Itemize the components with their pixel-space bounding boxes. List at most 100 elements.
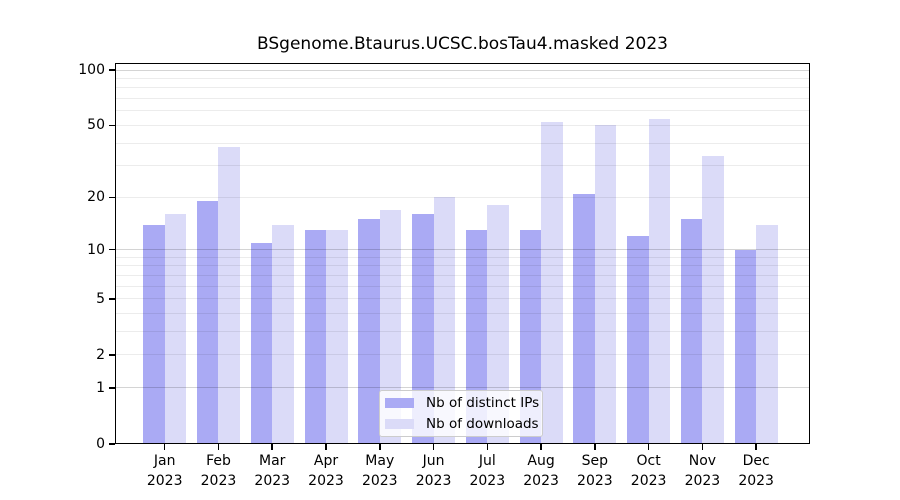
bar-distinct-ips-sep xyxy=(573,193,595,444)
gridline-minor xyxy=(115,110,810,112)
gridline-minor xyxy=(115,124,810,126)
x-tick-year: 2023 xyxy=(523,472,559,489)
x-tick-month: May xyxy=(365,453,395,469)
x-tick-month: Oct xyxy=(636,453,661,469)
x-tick-label-dec: Dec 2023 xyxy=(728,452,784,491)
bar-distinct-ips-oct xyxy=(627,236,649,444)
x-tick xyxy=(163,444,166,450)
y-tick-label: 10 xyxy=(87,241,105,258)
x-tick-year: 2023 xyxy=(415,472,452,489)
x-tick-year: 2023 xyxy=(577,472,613,489)
x-tick-month: Dec xyxy=(742,453,770,469)
gridline-minor xyxy=(115,298,810,300)
gridline-major xyxy=(115,249,810,251)
legend-item-distinct-ips: Nb of distinct IPs xyxy=(385,394,540,413)
x-tick-month: Apr xyxy=(313,453,339,469)
gridline-minor xyxy=(115,77,810,79)
x-tick-label-feb: Feb 2023 xyxy=(190,452,246,491)
gridline-major xyxy=(115,69,810,71)
y-tick-label: 50 xyxy=(87,117,105,134)
x-tick xyxy=(755,444,757,450)
bar-downloads-may xyxy=(379,209,402,444)
x-tick-label-jan: Jan 2023 xyxy=(137,452,193,491)
bar-downloads-sep xyxy=(594,125,617,444)
x-tick-month: Sep xyxy=(581,453,609,469)
gridline-minor xyxy=(115,354,810,356)
gridline-minor xyxy=(115,313,810,315)
x-tick-year: 2023 xyxy=(630,472,667,489)
bar-downloads-aug xyxy=(541,122,563,444)
bar-distinct-ips-jan xyxy=(143,224,165,444)
bar-distinct-ips-dec xyxy=(734,249,757,444)
bar-distinct-ips-apr xyxy=(304,230,326,444)
bar-downloads-dec xyxy=(756,224,778,444)
y-tick xyxy=(108,69,115,71)
y-tick xyxy=(108,248,115,251)
gridline-minor xyxy=(115,87,810,89)
gridline-minor xyxy=(115,331,810,333)
legend-label-downloads: Nb of downloads xyxy=(426,416,539,432)
x-tick-label-jun: Jun 2023 xyxy=(406,452,462,491)
x-tick xyxy=(594,444,596,450)
x-tick-year: 2023 xyxy=(361,472,398,489)
x-tick-year: 2023 xyxy=(308,472,344,489)
x-tick-month: Mar xyxy=(259,453,286,469)
x-tick-year: 2023 xyxy=(684,472,721,489)
x-tick-month: Jan xyxy=(153,453,176,469)
bar-downloads-nov xyxy=(702,155,724,444)
y-tick-label: 5 xyxy=(96,290,105,307)
y-tick xyxy=(108,196,115,199)
gridline-major xyxy=(115,387,810,389)
gridline-minor xyxy=(115,196,810,198)
y-tick xyxy=(108,387,115,389)
bar-downloads-jan xyxy=(164,214,187,444)
y-tick xyxy=(108,298,115,300)
bar-distinct-ips-feb xyxy=(196,201,219,444)
legend-swatch-distinct-ips-icon xyxy=(385,398,414,408)
legend-item-downloads: Nb of downloads xyxy=(385,415,539,434)
y-tick-label: 1 xyxy=(96,379,105,396)
x-tick-year: 2023 xyxy=(254,472,291,489)
gridline-minor xyxy=(115,265,810,267)
gridline-minor xyxy=(115,256,810,258)
y-tick-label: 0 xyxy=(96,436,105,452)
bar-downloads-jul xyxy=(487,205,509,444)
x-tick-label-sep: Sep 2023 xyxy=(567,452,623,491)
x-tick xyxy=(325,444,327,450)
y-tick xyxy=(108,124,115,127)
gridline-minor xyxy=(115,274,810,276)
y-tick-label: 20 xyxy=(87,189,105,206)
x-tick xyxy=(540,444,542,450)
x-tick-year: 2023 xyxy=(469,472,506,489)
bar-downloads-mar xyxy=(272,224,294,444)
legend: Nb of distinct IPs Nb of downloads xyxy=(379,390,543,437)
legend-label-distinct-ips: Nb of distinct IPs xyxy=(426,395,540,411)
x-tick-month: Aug xyxy=(527,453,555,469)
x-tick-month: Feb xyxy=(206,453,231,469)
x-tick-month: Jun xyxy=(422,453,445,469)
bar-downloads-apr xyxy=(326,230,348,444)
gridline-minor xyxy=(115,285,810,287)
bar-distinct-ips-may xyxy=(358,219,380,444)
gridline-minor xyxy=(115,98,810,100)
y-tick xyxy=(108,443,115,445)
x-tick-label-mar: Mar 2023 xyxy=(244,452,300,491)
x-tick-year: 2023 xyxy=(200,472,237,489)
bar-distinct-ips-nov xyxy=(680,219,703,444)
x-tick xyxy=(432,444,435,450)
x-tick-label-aug: Aug 2023 xyxy=(513,452,569,491)
x-tick xyxy=(486,444,489,450)
y-tick xyxy=(108,354,115,356)
bar-distinct-ips-jun xyxy=(412,214,434,444)
x-tick xyxy=(271,444,273,450)
gridline-minor xyxy=(115,165,810,167)
x-tick-label-jul: Jul 2023 xyxy=(459,452,515,491)
bar-downloads-jun xyxy=(433,197,456,444)
y-tick-label: 100 xyxy=(78,62,105,78)
y-tick-label: 2 xyxy=(96,346,105,363)
x-tick-year: 2023 xyxy=(146,472,183,489)
bar-downloads-feb xyxy=(218,147,240,444)
x-tick-month: Jul xyxy=(478,453,496,469)
gridline-minor xyxy=(115,142,810,144)
